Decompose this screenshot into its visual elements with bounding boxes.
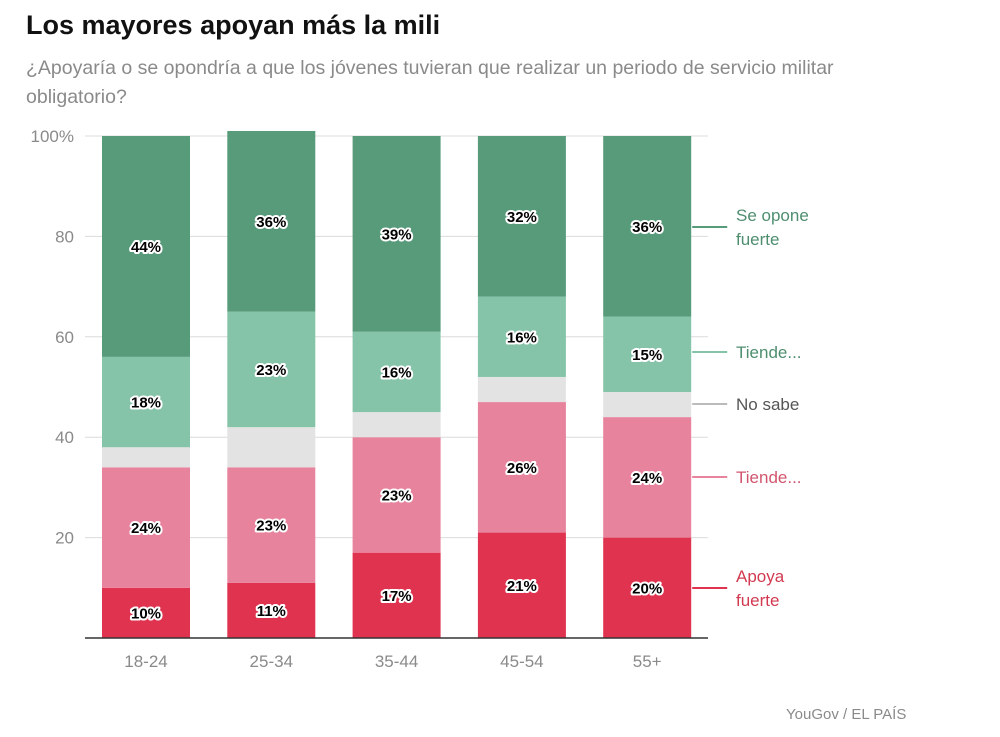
bars: 10% 24% 18% 44% 11% 23% 23% 36% 17% 23% 16% 39% 21% 2… (102, 130, 692, 638)
y-axis: 20 40 60 80 100% (31, 127, 74, 548)
legend-label: fuerte (736, 230, 779, 249)
data-label: 26% (507, 460, 537, 477)
data-label: 21% (507, 578, 537, 595)
bar-segment (477, 296, 566, 377)
legend-label: Tiende... (736, 468, 802, 487)
data-label: 44% (131, 239, 161, 256)
bar-segment (227, 582, 316, 638)
legend-label: Apoya (736, 567, 785, 586)
bar-segment (227, 427, 316, 468)
data-label: 39% (382, 226, 412, 243)
bar-segment (477, 376, 566, 403)
bar-segment (102, 447, 190, 468)
data-label: 17% (382, 588, 412, 605)
bar-segment (352, 437, 441, 553)
x-tick-label: 25-34 (250, 652, 293, 671)
bar-segment (603, 316, 692, 393)
y-tick-label: 100% (31, 127, 74, 146)
bar-segment (603, 537, 692, 638)
data-label: 16% (507, 329, 537, 346)
bar-segment (227, 311, 316, 428)
y-tick-label: 40 (55, 428, 74, 447)
x-axis: 18-24 25-34 35-44 45-54 55+ (124, 652, 661, 671)
data-label: 24% (632, 470, 662, 487)
legend-label: fuerte (736, 591, 779, 610)
bar-segment (102, 356, 190, 448)
data-label: 36% (632, 219, 662, 236)
data-label: 11% (257, 603, 286, 620)
bar-segment (603, 136, 692, 317)
data-label: 18% (131, 395, 161, 412)
y-tick-label: 60 (55, 328, 74, 347)
data-label: 24% (131, 520, 161, 537)
bar-segment (352, 136, 441, 332)
chart-subtitle: ¿Apoyaría o se opondría a que los jóvene… (26, 57, 834, 108)
y-tick-label: 80 (55, 227, 74, 246)
legend-label: No sabe (736, 395, 799, 414)
x-tick-label: 18-24 (124, 652, 167, 671)
chart-title: Los mayores apoyan más la mili (26, 10, 441, 40)
legend-label: Se opone (736, 206, 809, 225)
data-label: 23% (256, 362, 286, 379)
bar-segment (477, 136, 566, 297)
data-label: 32% (507, 209, 537, 226)
x-tick-label: 35-44 (375, 652, 418, 671)
data-label: 20% (632, 580, 662, 597)
y-tick-label: 20 (55, 529, 74, 548)
bar-segment (477, 402, 566, 533)
data-label: 23% (382, 487, 412, 504)
bar-segment (352, 552, 441, 638)
data-label: 16% (382, 364, 412, 381)
bar-segment (102, 136, 190, 357)
x-tick-label: 45-54 (500, 652, 543, 671)
bar-segment (352, 331, 441, 413)
data-label: 10% (131, 605, 161, 622)
bar-segment (603, 417, 692, 538)
bar-segment (102, 587, 190, 638)
bar-segment (603, 392, 692, 418)
source-credit: YouGov / EL PAÍS (786, 706, 907, 723)
bar-segment (227, 467, 316, 583)
bar-segment (477, 532, 566, 638)
bar-segment (352, 412, 441, 438)
x-tick-label: 55+ (633, 652, 662, 671)
legend: Apoya fuerte Tiende... No sabe Tiende... Se o… (692, 206, 809, 610)
data-label: 36% (256, 214, 286, 231)
bar-segment (102, 467, 190, 588)
data-label: 23% (256, 518, 286, 535)
data-label: 15% (632, 347, 662, 364)
legend-label: Tiende... (736, 343, 802, 362)
bar-segment (227, 130, 316, 312)
